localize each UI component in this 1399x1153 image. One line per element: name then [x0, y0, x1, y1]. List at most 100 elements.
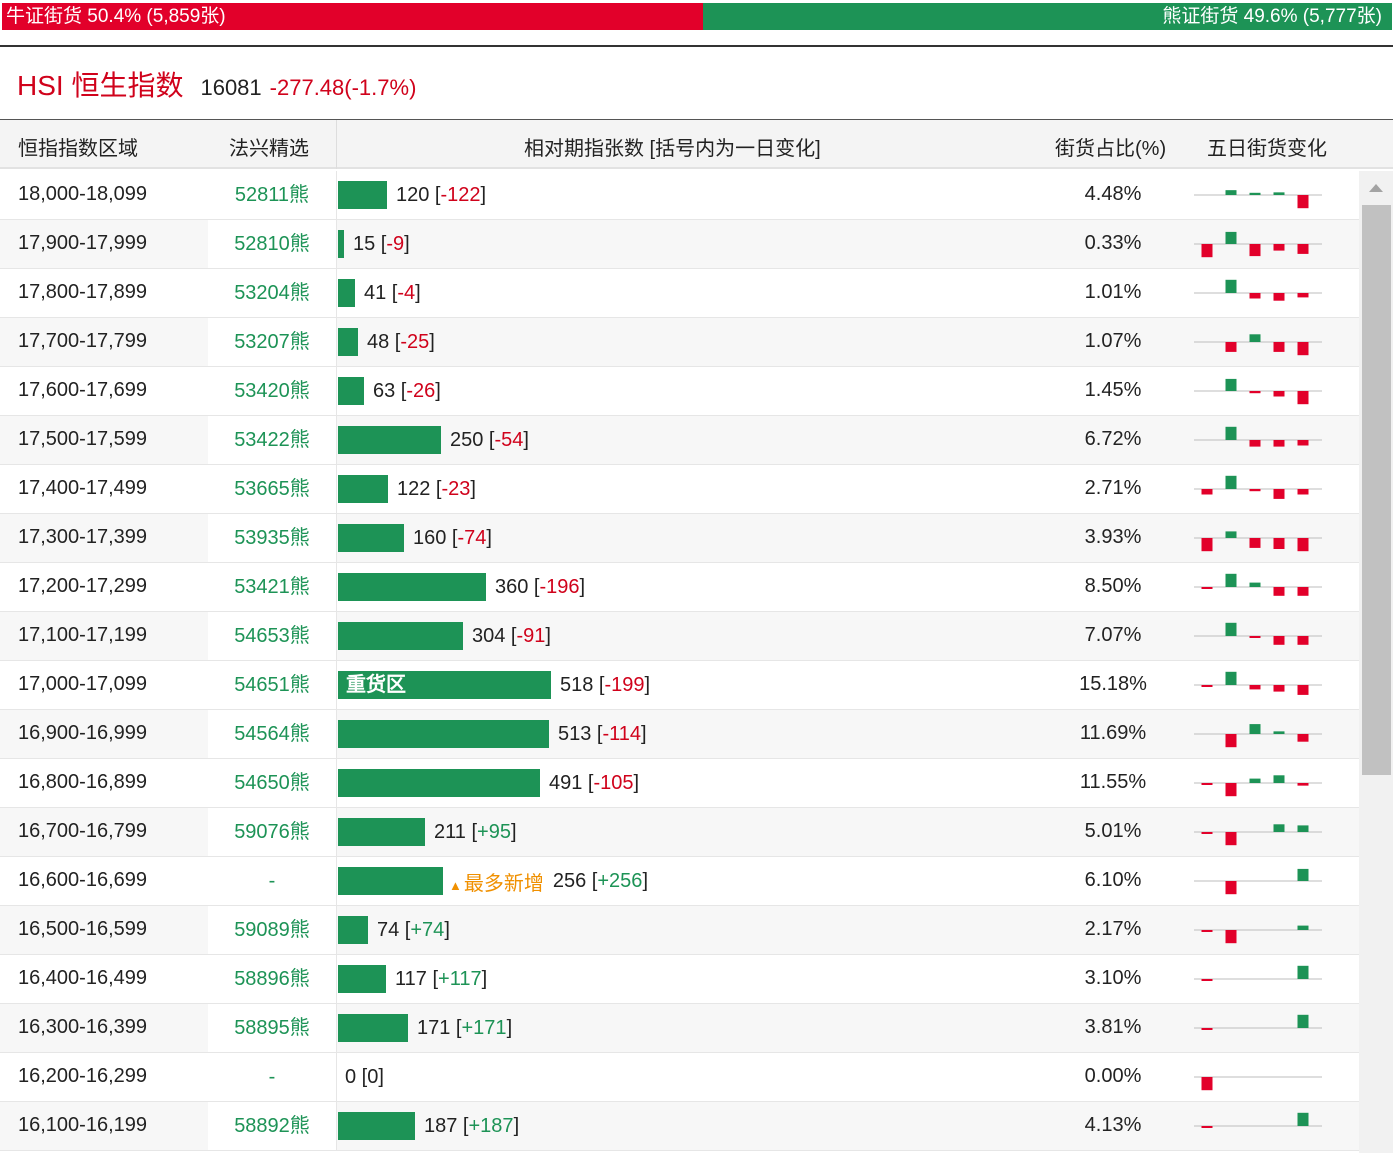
contract-count-cell: 117 [+117] [338, 965, 487, 993]
selected-warrant-link[interactable]: 54651熊 [208, 661, 337, 709]
selected-warrant-link[interactable]: 52810熊 [208, 220, 337, 268]
street-share-value: 11.69% [1079, 722, 1147, 744]
count-bar [338, 769, 540, 797]
sparkline-bar [1297, 868, 1309, 881]
count-value: 513 [-114] [558, 723, 647, 746]
street-share-value: 1.45% [1084, 379, 1142, 401]
selected-warrant-link[interactable]: 58892熊 [208, 1102, 337, 1150]
table-row[interactable]: 16,100-16,199 58892熊 187 [+187] 4.13% [0, 1102, 1359, 1151]
count-number: 304 [472, 624, 506, 647]
bracket-close: ] [486, 526, 492, 549]
selected-warrant-link[interactable]: 54650熊 [208, 759, 337, 807]
selected-warrant-link[interactable]: 53207熊 [208, 318, 337, 366]
index-range: 16,500-16,599 [18, 918, 148, 940]
table-row[interactable]: 16,700-16,799 59076熊 211 [+95] 5.01% [0, 808, 1359, 857]
count-number: 63 [373, 379, 396, 402]
index-range: 16,400-16,499 [18, 967, 148, 989]
sparkline-bar [1273, 342, 1285, 352]
scroll-up-arrow-icon[interactable] [1369, 184, 1383, 192]
table-row[interactable]: 16,500-16,599 59089熊 74 [+74] 2.17% [0, 906, 1359, 955]
table-row[interactable]: 16,200-16,299-0 [0] 0.00% [0, 1053, 1359, 1102]
contract-count-cell: 211 [+95] [338, 818, 517, 846]
bracket-open: [ [395, 379, 407, 402]
count-bar [338, 328, 358, 356]
one-day-change: +117 [438, 967, 482, 990]
sparkline-bar [1273, 293, 1285, 301]
count-bar [338, 867, 443, 895]
bracket-open: [ [593, 673, 605, 696]
count-number: 15 [353, 232, 376, 255]
table-row[interactable]: 17,000-17,099 54651熊 重货区 518 [-199] 15.18% [0, 661, 1359, 710]
count-value: 48 [-25] [367, 331, 435, 354]
bracket-open: [ [389, 330, 401, 353]
contract-count-cell: 63 [-26] [338, 377, 441, 405]
count-number: 256 [552, 869, 587, 892]
selected-warrant-link[interactable]: 52811熊 [208, 171, 337, 219]
contract-count-cell: 0 [0] [338, 1063, 384, 1091]
selected-warrant-link[interactable]: 53422熊 [208, 416, 337, 464]
sparkline-bar [1297, 825, 1309, 832]
table-row[interactable]: 16,300-16,399 58895熊 171 [+171] 3.81% [0, 1004, 1359, 1053]
selected-warrant-link[interactable]: 53420熊 [208, 367, 337, 415]
sparkline-bar [1201, 930, 1213, 932]
table-row[interactable]: 17,900-17,999 52810熊 15 [-9] 0.33% [0, 220, 1359, 269]
five-day-change-sparkline [1194, 475, 1322, 499]
scroll-thumb[interactable] [1362, 205, 1391, 775]
five-day-change-sparkline [1194, 190, 1322, 209]
table-header: 恒指指数区域 法兴精选 相对期指张数 [括号内为一日变化] 街货占比(%) 五日… [0, 120, 1393, 169]
table-row[interactable]: 16,900-16,999 54564熊 513 [-114] 11.69% [0, 710, 1359, 759]
bracket-close: ] [513, 1114, 520, 1137]
selected-warrant-link[interactable]: 58896熊 [208, 955, 337, 1003]
selected-warrant-link[interactable]: 58895熊 [208, 1004, 337, 1052]
contract-count-cell: 360 [-196] [338, 573, 585, 601]
sparkline-bar [1297, 783, 1309, 786]
selected-warrant-link[interactable]: 59089熊 [208, 906, 337, 954]
table-row[interactable]: 17,200-17,299 53421熊 360 [-196] 8.50% [0, 563, 1359, 612]
sparkline-bar [1249, 440, 1261, 447]
selected-warrant-link[interactable]: 53665熊 [208, 465, 337, 513]
table-row[interactable]: 17,600-17,699 53420熊 63 [-26] 1.45% [0, 367, 1359, 416]
street-share-value: 0.33% [1084, 232, 1142, 254]
count-bar [338, 622, 463, 650]
one-day-change: -196 [539, 575, 580, 598]
table-row[interactable]: 17,300-17,399 53935熊 160 [-74] 3.93% [0, 514, 1359, 563]
bracket-open: [ [429, 183, 441, 206]
bracket-close: ] [642, 869, 648, 892]
table-row[interactable]: 18,000-18,099 52811熊 120 [-122] 4.48% [0, 171, 1359, 220]
column-header-range: 恒指指数区域 [18, 138, 138, 160]
sparkline-bar [1249, 685, 1261, 690]
table-row[interactable]: 17,400-17,499 53665熊 122 [-23] 2.71% [0, 465, 1359, 514]
selected-warrant-link[interactable]: 59076熊 [208, 808, 337, 856]
count-value: 120 [-122] [396, 184, 486, 207]
sparkline-bar [1225, 342, 1237, 352]
table-row[interactable]: 16,800-16,899 54650熊 491 [-105] 11.55% [0, 759, 1359, 808]
contract-count-cell: 171 [+171] [338, 1014, 512, 1042]
table-row[interactable]: 16,400-16,499 58896熊 117 [+117] 3.10% [0, 955, 1359, 1004]
bracket-open: [ [591, 722, 603, 745]
sparkline-bar [1249, 538, 1261, 548]
selected-warrant-link[interactable]: 54653熊 [208, 612, 337, 660]
selected-warrant-link[interactable]: 53421熊 [208, 563, 337, 611]
street-share-value: 5.01% [1084, 820, 1142, 842]
index-name[interactable]: HSI 恒生指数 [17, 70, 184, 101]
selected-warrant-link[interactable]: 54564熊 [208, 710, 337, 758]
sparkline-bar [1225, 378, 1237, 391]
sparkline-bar [1273, 775, 1285, 783]
sparkline-bar [1201, 244, 1213, 258]
table-row[interactable]: 17,800-17,899 53204熊 41 [-4] 1.01% [0, 269, 1359, 318]
bracket-close: ] [506, 1016, 513, 1039]
table-row[interactable]: 17,500-17,599 53422熊 250 [-54] 6.72% [0, 416, 1359, 465]
table-row[interactable]: 17,700-17,799 53207熊 48 [-25] 1.07% [0, 318, 1359, 367]
scrollbar[interactable] [1359, 171, 1393, 1153]
count-value: 15 [-9] [353, 233, 410, 256]
count-bar [338, 230, 344, 258]
table-row[interactable]: 17,100-17,199 54653熊 304 [-91] 7.07% [0, 612, 1359, 661]
table-row[interactable]: 16,600-16,699 - ▲ 最多新增 256 [+256] 6.10% [0, 857, 1359, 906]
count-bar [338, 426, 441, 454]
contract-count-cell: 304 [-91] [338, 622, 551, 650]
five-day-change-sparkline [1194, 531, 1322, 552]
count-value: 63 [-26] [373, 380, 441, 403]
selected-warrant-link[interactable]: 53204熊 [208, 269, 337, 317]
count-number: 250 [450, 428, 484, 451]
selected-warrant-link[interactable]: 53935熊 [208, 514, 337, 562]
